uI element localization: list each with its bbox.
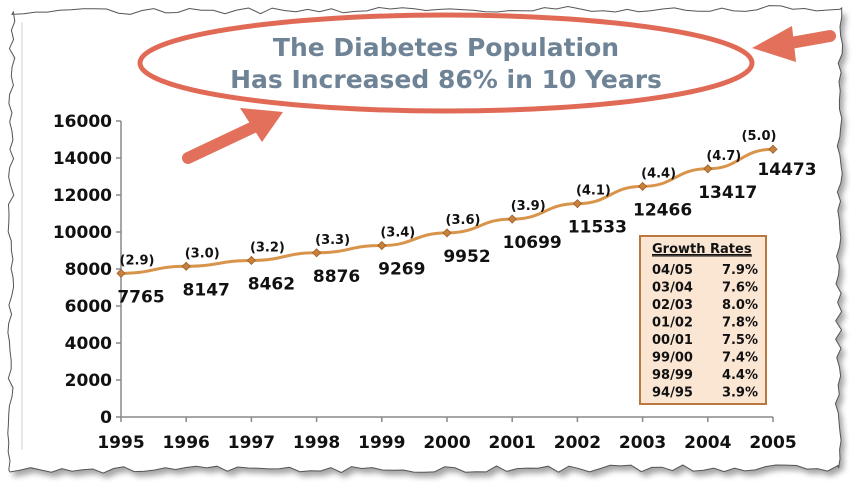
rate-label: (4.4) (641, 166, 676, 181)
rate-label: (3.3) (315, 233, 350, 248)
x-tick-label: 1997 (228, 433, 275, 453)
rate-label: (3.0) (185, 246, 220, 261)
data-point (768, 144, 778, 154)
axes: 0 2000 4000 6000 8000 10000 12000 14000 16000 199… (53, 112, 797, 453)
y-tick-label: 8000 (65, 260, 112, 280)
growth-rate-value: 7.8% (722, 316, 758, 331)
growth-period: 04/05 (652, 263, 693, 278)
x-tick-label: 1995 (97, 433, 144, 453)
growth-period: 98/99 (652, 368, 693, 383)
data-point (572, 199, 582, 209)
data-point (181, 261, 191, 271)
growth-rate-value: 7.9% (722, 263, 758, 278)
rate-label: (4.7) (706, 149, 741, 164)
growth-rate-value: 7.5% (722, 333, 758, 348)
x-tick-label: 2003 (619, 433, 666, 453)
growth-rates-panel (639, 235, 767, 405)
rate-label: (3.4) (380, 226, 415, 241)
data-point (312, 248, 322, 258)
growth-rate-value: 8.0% (722, 298, 758, 313)
x-tick-label: 2001 (489, 433, 536, 453)
growth-period: 94/95 (652, 386, 693, 401)
data-point (442, 228, 452, 238)
growth-rate-value: 3.9% (722, 386, 758, 401)
data-point (116, 268, 126, 278)
data-point (507, 214, 517, 224)
y-tick-label: 6000 (65, 297, 112, 317)
data-point (638, 181, 648, 191)
growth-rates-header: Growth Rates (652, 242, 752, 257)
title-line-1: The Diabetes Population (273, 33, 619, 62)
x-tick-label: 2002 (554, 433, 601, 453)
growth-period: 01/02 (652, 316, 693, 331)
value-label: 7765 (117, 287, 164, 307)
growth-rate-value: 4.4% (722, 368, 758, 383)
x-tick-label: 2004 (684, 433, 731, 453)
series-path (120, 147, 774, 275)
rate-label: (3.9) (511, 199, 546, 214)
value-label: 12466 (633, 200, 692, 220)
y-tick-label: 16000 (53, 112, 112, 132)
y-tick-label: 10000 (53, 223, 112, 243)
value-label: 9269 (378, 260, 425, 280)
growth-rate-value: 7.6% (722, 281, 758, 296)
rate-label: (3.2) (250, 240, 285, 255)
torn-paper-frame (7, 5, 847, 479)
growth-period: 02/03 (652, 298, 693, 313)
value-label: 10699 (503, 233, 562, 253)
title-callout: The Diabetes Population Has Increased 86… (137, 12, 836, 164)
growth-rate-value: 7.4% (722, 351, 758, 366)
growth-rates-box: Growth Rates 04/05 7.9% 03/04 7.6% 02/03 8.0% 0… (639, 235, 767, 405)
rate-label: (5.0) (742, 129, 777, 144)
growth-period: 99/00 (652, 351, 693, 366)
value-label: 11533 (568, 218, 627, 238)
x-tick-label: 1998 (293, 433, 340, 453)
value-label: 13417 (698, 183, 757, 203)
value-label: 8147 (183, 280, 230, 300)
value-label: 14473 (757, 160, 816, 180)
title-line-2: Has Increased 86% in 10 Years (230, 65, 662, 94)
y-tick-label: 14000 (53, 149, 112, 169)
growth-period: 03/04 (652, 281, 693, 296)
rate-label: (4.1) (576, 184, 611, 199)
growth-period: 00/01 (652, 333, 693, 348)
value-label: 8462 (248, 274, 295, 294)
arrow-up-right-icon (182, 108, 283, 164)
x-tick-label: 2000 (423, 433, 470, 453)
value-label: 8876 (313, 267, 360, 287)
data-point (703, 164, 713, 174)
y-tick-label: 4000 (65, 334, 112, 354)
y-tick-label: 0 (100, 408, 112, 428)
rate-label: (3.6) (446, 213, 481, 228)
y-tick-label: 12000 (53, 186, 112, 206)
x-tick-label: 1999 (358, 433, 405, 453)
y-tick-label: 2000 (65, 371, 112, 391)
x-tick-label: 1996 (163, 433, 210, 453)
data-point (377, 240, 387, 251)
series-line: 7765 (2.9) 8147 (3.0) 8462 (3.2) 8876 (3.3) 9269… (116, 129, 817, 307)
value-label: 9952 (443, 247, 490, 267)
data-point (246, 255, 256, 266)
rate-label: (2.9) (120, 253, 155, 268)
x-tick-label: 2005 (749, 433, 796, 453)
arrow-left-icon (752, 26, 836, 62)
title-ellipse (137, 12, 755, 114)
